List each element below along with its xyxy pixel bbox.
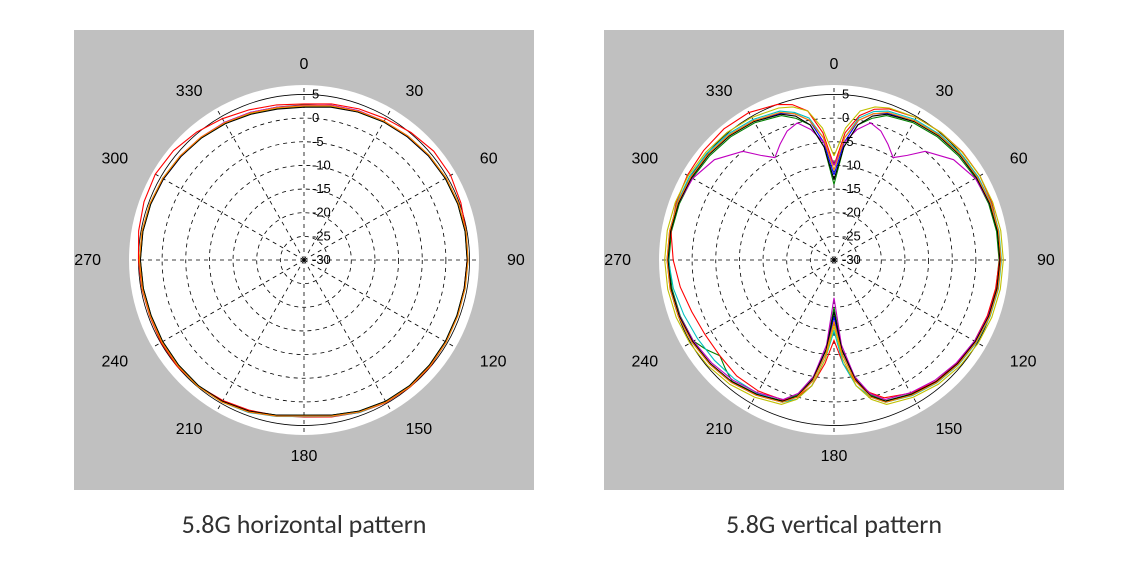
horizontal-pattern-caption: 5.8G horizontal pattern <box>182 508 427 540</box>
svg-text:30: 30 <box>406 83 424 100</box>
svg-text:0: 0 <box>300 56 309 73</box>
svg-text:-10: -10 <box>842 157 861 172</box>
svg-text:180: 180 <box>821 448 848 465</box>
svg-text:30: 30 <box>936 83 954 100</box>
svg-text:0: 0 <box>312 110 319 125</box>
horizontal-pattern-plot: -30-25-20-15-10-505030609012015018021024… <box>74 30 534 490</box>
svg-text:5: 5 <box>842 86 849 101</box>
svg-text:120: 120 <box>1010 354 1037 371</box>
svg-text:-20: -20 <box>842 205 861 220</box>
svg-text:-15: -15 <box>312 181 331 196</box>
svg-text:-20: -20 <box>312 205 331 220</box>
svg-text:-15: -15 <box>842 181 861 196</box>
svg-text:60: 60 <box>1010 151 1028 168</box>
svg-text:330: 330 <box>176 83 203 100</box>
svg-text:90: 90 <box>1037 252 1055 269</box>
svg-text:210: 210 <box>706 421 733 438</box>
svg-text:-5: -5 <box>842 134 854 149</box>
svg-text:0: 0 <box>830 56 839 73</box>
svg-text:210: 210 <box>176 421 203 438</box>
svg-text:150: 150 <box>936 421 963 438</box>
svg-text:330: 330 <box>706 83 733 100</box>
svg-text:300: 300 <box>631 151 658 168</box>
svg-text:0: 0 <box>842 110 849 125</box>
svg-text:240: 240 <box>101 354 128 371</box>
svg-text:5: 5 <box>312 86 319 101</box>
svg-text:90: 90 <box>507 252 525 269</box>
svg-text:-5: -5 <box>312 134 324 149</box>
svg-text:180: 180 <box>291 448 318 465</box>
vertical-pattern-caption: 5.8G vertical pattern <box>726 508 942 540</box>
svg-text:-25: -25 <box>842 228 861 243</box>
vertical-pattern-plot: -30-25-20-15-10-505030609012015018021024… <box>604 30 1064 490</box>
horizontal-pattern-chart: -30-25-20-15-10-505030609012015018021024… <box>74 30 534 540</box>
svg-text:120: 120 <box>480 354 507 371</box>
svg-text:270: 270 <box>604 252 631 269</box>
vertical-pattern-chart: -30-25-20-15-10-505030609012015018021024… <box>604 30 1064 540</box>
svg-text:-30: -30 <box>842 252 861 267</box>
svg-text:300: 300 <box>101 151 128 168</box>
svg-text:-10: -10 <box>312 157 331 172</box>
svg-text:60: 60 <box>480 151 498 168</box>
svg-text:270: 270 <box>74 252 101 269</box>
svg-text:-25: -25 <box>312 228 331 243</box>
svg-text:240: 240 <box>631 354 658 371</box>
svg-text:-30: -30 <box>312 252 331 267</box>
svg-text:150: 150 <box>406 421 433 438</box>
